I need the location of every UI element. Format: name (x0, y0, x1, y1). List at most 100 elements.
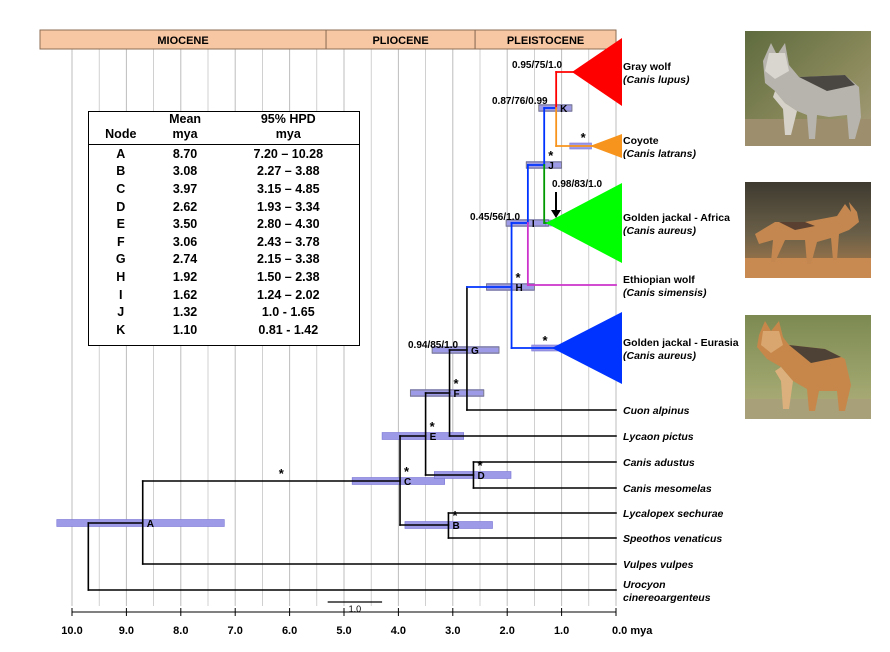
clade-golden-jackal-eurasia (552, 312, 622, 384)
time-axis: 10.0 9.0 8.0 7.0 6.0 5.0 4.0 3.0 2.0 1.0 0.0 mya 1.… (61, 601, 653, 637)
epoch-label: PLIOCENE (372, 35, 428, 47)
table-cell-mean: 8.70 (172, 146, 198, 161)
taxon-golden-jackal-eurasia: Golden jackal - Eurasia (623, 337, 739, 349)
table-cell-hpd: 2.15 – 3.38 (257, 252, 320, 267)
node-label-g: G (471, 346, 479, 357)
taxon-coyote-binomial: (Canis latrans) (623, 148, 696, 160)
table-cell-mean: 3.08 (172, 164, 198, 179)
star-c-stem: * (279, 466, 285, 481)
table-cell-hpd: 2.80 – 4.30 (257, 217, 320, 232)
table-row: E 3.50 2.80 – 4.30 (89, 215, 359, 233)
taxon-vulpes-vulpes: Vulpes vulpes (623, 559, 694, 571)
taxon-urocyon: Urocyon (623, 579, 666, 591)
taxon-ethiopian-wolf-binomial: (Canis simensis) (623, 287, 707, 299)
table-cell-node: B (116, 164, 126, 179)
table-cell-mean: 1.92 (172, 269, 198, 284)
node-star-b: * (452, 508, 458, 523)
scale-bar-label: 1.0 (349, 604, 362, 614)
table-row: C 3.97 3.15 – 4.85 (89, 180, 359, 198)
hpd-outline-g (431, 346, 500, 354)
table-cell-mean: 3.97 (172, 181, 198, 196)
node-age-table: Mean 95% HPD Node mya mya A 8.70 7.20 – 10… (88, 111, 360, 346)
taxon-coyote: Coyote (623, 135, 659, 147)
table-cell-node: G (115, 252, 126, 267)
support-k: 0.95/75/1.0 (512, 60, 562, 71)
node-label-j: J (548, 161, 554, 172)
axis-tick-label: 4.0 (391, 625, 406, 637)
table-cell-mean: 1.62 (172, 287, 198, 302)
table-cell-hpd: 3.15 – 4.85 (257, 181, 320, 196)
axis-tick-label: 10.0 (61, 625, 82, 637)
epoch-pleistocene (474, 29, 617, 50)
taxon-canis-adustus: Canis adustus (623, 457, 695, 469)
epoch-label: MIOCENE (157, 35, 208, 47)
taxon-ethiopian-wolf: Ethiopian wolf (623, 274, 695, 286)
table-cell-hpd: 0.81 - 1.42 (258, 322, 319, 337)
node-star-j: * (548, 148, 554, 163)
gray-wolf-photo (745, 31, 871, 146)
table-row: J 1.32 1.0 - 1.65 (89, 303, 359, 321)
node-label-d: D (477, 471, 484, 482)
table-header-node: Node (89, 127, 153, 145)
table-cell-hpd: 1.50 – 2.38 (257, 269, 320, 284)
table-cell-node: A (116, 146, 126, 161)
node-label-f: F (454, 389, 460, 400)
support-j: 0.87/76/0.99 (492, 96, 548, 107)
taxon-golden-jackal-africa-binomial: (Canis aureus) (623, 225, 696, 237)
table-row: D 2.62 1.93 – 3.34 (89, 198, 359, 216)
axis-tick-label: 5.0 (336, 625, 351, 637)
taxon-lycalopex-sechurae: Lycalopex sechurae (623, 508, 724, 520)
table-header-node-top (89, 112, 153, 127)
support-i: 0.45/56/1.0 (470, 212, 520, 223)
table-header-mean-unit: mya (152, 127, 218, 145)
node-star-d: * (477, 458, 483, 473)
table-cell-node: H (116, 269, 126, 284)
taxon-cuon-alpinus: Cuon alpinus (623, 405, 690, 417)
node-label-c: C (404, 477, 411, 488)
table-cell-hpd: 7.20 – 10.28 (253, 146, 324, 161)
epoch-bar: MIOCENE PLIOCENE PLEISTOCENE (39, 29, 617, 50)
taxon-gray-wolf: Gray wolf (623, 61, 671, 73)
node-label-b: B (452, 521, 459, 532)
table-cell-node: J (117, 305, 125, 320)
node-labels: A B*C* D*E*F*GH*IJ*K***0.95/75/1.00.87/76/… (147, 60, 603, 532)
table-cell-hpd: 2.27 – 3.88 (257, 164, 320, 179)
clade-coyote (590, 134, 622, 158)
node-star-c: * (404, 464, 410, 479)
arrow-head (551, 210, 561, 218)
table-cell-node: C (116, 181, 126, 196)
node-star-f: * (454, 376, 460, 391)
axis-tick-label: 9.0 (119, 625, 134, 637)
clade-golden-jackal-africa (546, 183, 622, 263)
table-cell-hpd: 2.43 – 3.78 (257, 234, 320, 249)
node-star-e: * (430, 419, 436, 434)
axis-tick-label: 8.0 (173, 625, 188, 637)
axis-tick-label: 0.0 mya (612, 625, 653, 637)
axis-tick-label: 7.0 (228, 625, 243, 637)
taxon-canis-mesomelas: Canis mesomelas (623, 483, 712, 495)
table-header-hpd-unit: mya (217, 127, 359, 145)
table-header-mean-top: Mean (169, 112, 202, 126)
table-cell-node: D (116, 199, 126, 214)
node-label-k: K (560, 104, 568, 115)
table-cell-mean: 3.06 (172, 234, 198, 249)
table-row: H 1.92 1.50 – 2.38 (89, 268, 359, 286)
table-body: A 8.70 7.20 – 10.28 B 3.08 2.27 – 3.88 C 3.97 3.… (89, 145, 359, 339)
table-cell-node: I (119, 287, 123, 302)
table-cell-node: E (116, 217, 125, 232)
clade-gray-wolf (572, 38, 622, 106)
table-cell-mean: 2.74 (172, 252, 198, 267)
golden-jackal-africa-photo (745, 182, 871, 278)
star-eurasia: * (543, 333, 549, 348)
table-row: I 1.62 1.24 – 2.02 (89, 286, 359, 304)
axis-tick-label: 1.0 (554, 625, 569, 637)
support-g: 0.94/85/1.0 (408, 340, 458, 351)
node-label-a: A (147, 519, 154, 530)
table-row: B 3.08 2.27 – 3.88 (89, 163, 359, 181)
table-row: A 8.70 7.20 – 10.28 (89, 145, 359, 163)
table-cell-node: K (116, 322, 126, 337)
axis-tick-label: 2.0 (500, 625, 515, 637)
table-cell-mean: 1.10 (172, 322, 198, 337)
